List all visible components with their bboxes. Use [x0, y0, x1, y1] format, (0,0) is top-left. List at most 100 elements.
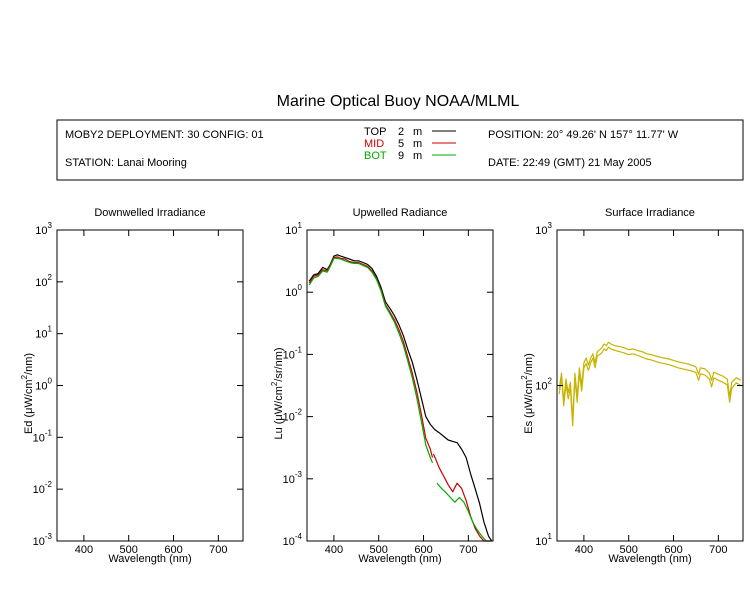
y-tick-base: 10	[535, 536, 547, 548]
y-tick-exponent: -3	[45, 532, 53, 541]
y-axis-label-part: 2	[520, 375, 529, 380]
y-tick-label: 101	[535, 532, 552, 548]
legend-name: TOP	[364, 126, 386, 138]
legend-depth: 2	[398, 126, 404, 138]
y-tick-exponent: 3	[48, 221, 53, 230]
y-tick-exponent: -1	[295, 345, 303, 354]
y-axis-label-part: W/cm	[23, 379, 35, 407]
legend-entry: MID 5 m	[364, 138, 456, 150]
y-tick-base: 10	[285, 287, 297, 299]
x-tick-label: 400	[325, 544, 343, 556]
y-tick-base: 10	[35, 277, 47, 289]
y-axis-label-part: μ	[273, 414, 285, 420]
series-line	[558, 341, 742, 421]
y-tick-base: 10	[535, 225, 547, 237]
plot-frame	[56, 229, 244, 542]
y-tick-label: 10-4	[283, 532, 303, 548]
x-tick-label: 500	[620, 544, 638, 556]
y-axis-label-part: W/cm	[273, 386, 285, 414]
y-tick-base: 10	[33, 484, 45, 496]
y-axis-label-part: /nm)	[523, 353, 535, 375]
x-tick-label: 400	[75, 544, 93, 556]
y-axis-label-part: Ed (	[23, 414, 35, 435]
y-tick-label: 101	[35, 325, 52, 341]
x-axis-label: Wavelength (nm)	[358, 553, 441, 565]
y-tick-label: 10-3	[283, 470, 303, 486]
y-axis-label-part: /sr/nm)	[273, 347, 285, 381]
y-tick-label: 100	[35, 377, 52, 393]
y-axis-label: Ed (μW/cm2/nm)	[20, 353, 35, 434]
depth-legend: TOP 2 m MID 5 m BOT 9 m	[364, 126, 456, 162]
legend-name: MID	[364, 138, 384, 150]
figure-title: Marine Optical Buoy NOAA/MLML	[277, 93, 520, 110]
x-tick-label: 700	[209, 544, 227, 556]
y-tick-base: 10	[283, 349, 295, 361]
y-tick-base: 10	[35, 329, 47, 341]
x-tick-label: 500	[120, 544, 138, 556]
plot-area	[558, 341, 742, 427]
legend-entry: BOT 9 m	[364, 150, 456, 162]
panel-title: Upwelled Radiance	[353, 207, 448, 219]
y-tick-exponent: 3	[548, 221, 553, 230]
x-tick-label: 700	[459, 544, 477, 556]
y-tick-exponent: 0	[48, 377, 53, 386]
y-tick-exponent: 1	[48, 325, 53, 334]
plot-frame	[556, 229, 744, 542]
y-tick-base: 10	[33, 432, 45, 444]
x-tick-label: 600	[164, 544, 182, 556]
series-line	[308, 254, 493, 542]
x-tick-label: 700	[709, 544, 727, 556]
series-line	[308, 256, 492, 542]
y-tick-base: 10	[285, 225, 297, 237]
legend-unit: m	[413, 150, 422, 162]
y-tick-base: 10	[35, 381, 47, 393]
y-tick-base: 10	[35, 225, 47, 237]
y-tick-exponent: 2	[548, 377, 553, 386]
y-axis-label: Lu (μW/cm2/sr/nm)	[270, 347, 285, 439]
y-tick-base: 10	[535, 381, 547, 393]
station-text: STATION: Lanai Mooring	[65, 157, 187, 169]
y-tick-exponent: -2	[45, 480, 53, 489]
y-axis-label-part: 2	[270, 381, 279, 386]
y-axis-label: Es (μW/cm2/nm)	[520, 353, 535, 433]
y-tick-exponent: -3	[295, 470, 303, 479]
y-tick-label: 10-1	[33, 428, 53, 444]
date-text: DATE: 22:49 (GMT) 21 May 2005	[488, 157, 652, 169]
y-axis-label-part: Es (	[523, 414, 535, 434]
legend-name: BOT	[364, 150, 387, 162]
panel-surface-irradiance: Surface Irradiance 400 500 600 700 Wavelength…	[520, 207, 744, 565]
y-axis-label-part: W/cm	[523, 380, 535, 408]
x-tick-label: 500	[370, 544, 388, 556]
y-axis-label-part: /nm)	[23, 353, 35, 375]
panel-title: Downwelled Irradiance	[94, 207, 205, 219]
y-tick-label: 103	[35, 221, 52, 237]
y-tick-exponent: -2	[295, 408, 303, 417]
position-text: POSITION: 20° 49.26' N 157° 11.77' W	[488, 129, 679, 141]
legend-depth: 5	[398, 138, 404, 150]
x-axis-label: Wavelength (nm)	[108, 553, 191, 565]
deployment-text: MOBY2 DEPLOYMENT: 30 CONFIG: 01	[65, 129, 264, 141]
y-tick-exponent: 0	[298, 283, 303, 292]
info-box-frame	[56, 119, 744, 181]
y-tick-exponent: 1	[548, 532, 553, 541]
series-line	[558, 346, 742, 427]
y-axis-label-part: μ	[523, 408, 535, 414]
y-tick-label: 102	[35, 273, 52, 289]
y-tick-label: 102	[535, 377, 552, 393]
panel-title: Surface Irradiance	[605, 207, 695, 219]
y-tick-label: 10-1	[283, 345, 303, 361]
y-tick-exponent: 1	[298, 221, 303, 230]
plot-frame	[306, 229, 494, 542]
y-tick-label: 10-2	[283, 408, 303, 424]
plot-area	[308, 254, 493, 542]
info-box: MOBY2 DEPLOYMENT: 30 CONFIG: 01 STATION:…	[56, 119, 744, 181]
legend-unit: m	[413, 138, 422, 150]
x-tick-label: 600	[664, 544, 682, 556]
x-axis-label: Wavelength (nm)	[608, 553, 691, 565]
x-tick-label: 600	[414, 544, 432, 556]
legend-unit: m	[413, 126, 422, 138]
y-tick-base: 10	[283, 536, 295, 548]
y-tick-label: 103	[535, 221, 552, 237]
y-axis-label-part: 2	[20, 374, 29, 379]
